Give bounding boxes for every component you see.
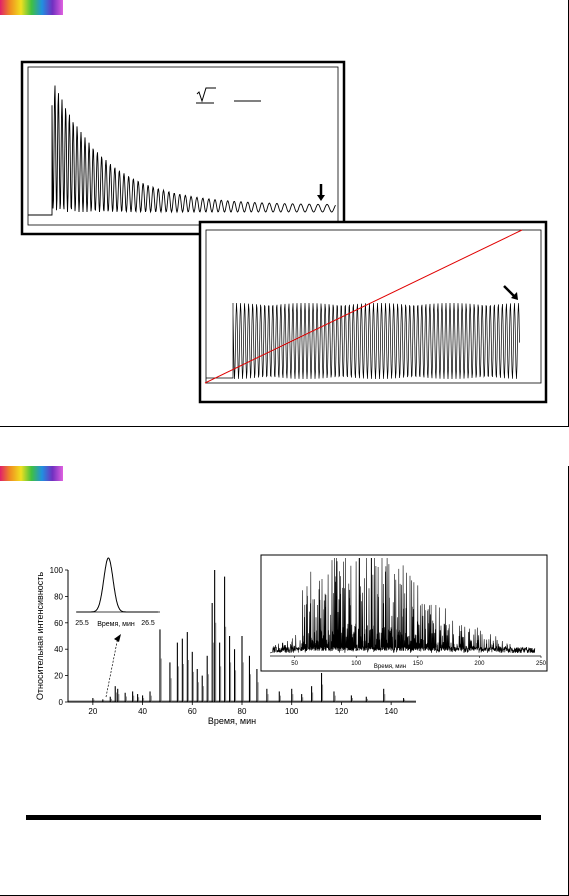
main-peaks [68,570,416,702]
inset-2-x-label: Время, мин [374,664,406,670]
panel-2-inner-frame [205,229,542,384]
main-x-tick-label: 140 [384,707,398,716]
arrow-diagonal-icon [503,285,518,300]
inset-1-leader-arrow-icon [114,634,121,642]
main-x-tick-label: 100 [285,707,299,716]
inset-2-tick-label: 100 [351,661,362,667]
main-x-tick-label: 40 [138,707,147,716]
arrow-down-icon [317,184,325,201]
main-y-tick-label: 80 [54,592,63,601]
main-y-tick-label: 40 [54,645,63,654]
rainbow-strip-icon [0,466,63,481]
main-y-label: Относительная интенсивность [35,572,45,701]
main-y-ticks: 0 20 40 60 80 100 [50,566,68,707]
panel-1-wave-trace [28,85,336,216]
main-y-tick-label: 60 [54,619,63,628]
inset-1-tick-left: 25.5 [75,620,89,627]
inset-2-tick-label: 50 [291,661,298,667]
footer-rule [26,815,541,820]
inset-2-tick-label: 250 [536,661,547,667]
main-x-tick-label: 120 [335,707,349,716]
slide-1-figure [20,60,548,404]
formula-sqrt-icon [196,87,261,104]
main-x-tick-label: 80 [238,707,247,716]
inset-1-peak [76,557,158,613]
inset-1-tick-right: 26.5 [141,620,155,627]
inset-peak-zoom: 25.5 26.5 Время, мин [75,557,160,698]
inset-1-x-label: Время, мин [97,621,135,628]
main-y-tick-label: 20 [54,672,63,681]
main-x-tick-label: 20 [88,707,97,716]
panel-1-oscillation [28,85,336,216]
main-x-label: Время, мин [208,716,256,726]
inset-2-trace [269,557,536,654]
slide-1 [0,0,569,427]
inset-2-tick-label: 200 [474,661,485,667]
slide-2-figure: 0 20 40 60 80 100 20 40 60 80 100 120 140 Время, ми… [35,554,548,726]
inset-2-chart: 50 100 150 200 250 Время, мин [269,557,547,670]
panel-1-inner-frame [27,66,339,226]
main-y-tick-label: 100 [50,566,64,575]
panel-2-wave-trace [206,302,520,380]
main-x-ticks: 20 40 60 80 100 120 140 [88,702,398,716]
inset-2-tick-label: 150 [413,661,424,667]
inset-2-ticks: 50 100 150 200 250 [291,656,547,667]
inset-1-leader-line [105,636,119,698]
main-y-tick-label: 0 [59,698,64,707]
slide-2: 0 20 40 60 80 100 20 40 60 80 100 120 140 Время, ми… [0,466,569,896]
panel-2-ramp-line [204,229,523,384]
inset-2-frame [260,554,548,672]
rainbow-strip-icon [0,0,63,15]
panel-2-oscillation [206,302,520,380]
main-x-tick-label: 60 [188,707,197,716]
